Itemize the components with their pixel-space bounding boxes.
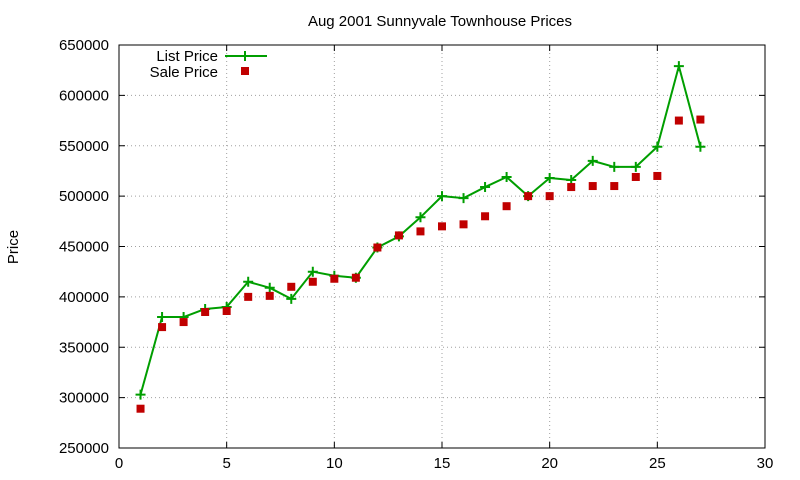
x-tick-label: 30 [757, 455, 774, 472]
sale-price-point [481, 212, 490, 221]
legend-marker-sale-price [241, 67, 249, 75]
legend-marker-list-price [240, 51, 250, 61]
y-tick-label: 250000 [59, 440, 109, 457]
chart-title: Aug 2001 Sunnyvale Townhouse Prices [308, 13, 572, 30]
sale-price-point [459, 220, 468, 229]
y-tick-label: 400000 [59, 289, 109, 306]
sale-price-point [502, 202, 511, 211]
plot-area-border [118, 44, 766, 449]
sale-price-point [351, 273, 360, 282]
x-tick-label: 20 [541, 455, 558, 472]
sale-price-point [438, 222, 446, 231]
sale-price-point [610, 182, 619, 191]
series [135, 61, 706, 413]
list-price-point [673, 61, 684, 72]
sale-price-point [674, 116, 683, 125]
sale-price-point [524, 192, 533, 201]
y-axis-label: Price [5, 230, 22, 264]
sale-price-point [201, 307, 210, 316]
sale-price-point [416, 227, 425, 236]
y-tick-label: 350000 [59, 339, 109, 356]
list-price-point [458, 193, 469, 204]
list-price-point [652, 141, 663, 152]
x-tick-label: 25 [649, 455, 666, 472]
sale-price-point [567, 183, 576, 192]
list-price-point [501, 171, 512, 182]
x-tick-label: 5 [222, 455, 230, 472]
legend-label-sale-price: Sale Price [150, 64, 218, 81]
sale-price-point [179, 318, 188, 327]
sale-price-point [308, 277, 317, 286]
list-price-point [264, 282, 275, 293]
legend-label-list-price: List Price [156, 48, 218, 65]
list-price-point [630, 161, 641, 172]
list-price-point [437, 191, 447, 202]
list-price-point [544, 172, 555, 183]
list-price-point [587, 155, 598, 166]
sale-price-point [653, 171, 662, 180]
sale-price-point [394, 231, 403, 240]
y-tick-label: 600000 [59, 87, 109, 104]
sale-price-point [287, 282, 296, 291]
sale-price-point [588, 182, 597, 191]
sale-price-point [696, 115, 705, 124]
axis-ticks: 0 5 10 15 20 25 30 250000 300000 350000 400000 4500… [59, 37, 773, 472]
sale-price-point [222, 306, 231, 315]
sale-price-point [158, 323, 167, 332]
legend: List Price Sale Price [150, 48, 267, 81]
y-tick-label: 300000 [59, 390, 109, 407]
list-price-point [415, 212, 426, 223]
sale-price-point [136, 404, 145, 413]
list-price-point [307, 266, 318, 277]
list-price-point [286, 293, 297, 304]
x-tick-label: 0 [115, 455, 123, 472]
y-tick-label: 500000 [59, 188, 109, 205]
sale-price-point [631, 172, 640, 181]
y-tick-label: 650000 [59, 37, 109, 54]
y-tick-label: 450000 [59, 239, 109, 256]
list-price-point [609, 161, 620, 172]
x-tick-label: 10 [326, 455, 343, 472]
x-tick-label: 15 [434, 455, 451, 472]
sale-price-point [330, 274, 339, 283]
list-price-point [135, 389, 146, 400]
sale-price-point [545, 192, 554, 201]
y-tick-label: 550000 [59, 138, 109, 155]
list-price-point [480, 182, 491, 193]
sale-price-point [244, 292, 253, 301]
list-price-point [695, 141, 706, 152]
sale-price-point [265, 291, 274, 300]
list-price-point [243, 276, 254, 287]
list-price-point [157, 312, 168, 323]
sale-price-point [373, 243, 382, 252]
